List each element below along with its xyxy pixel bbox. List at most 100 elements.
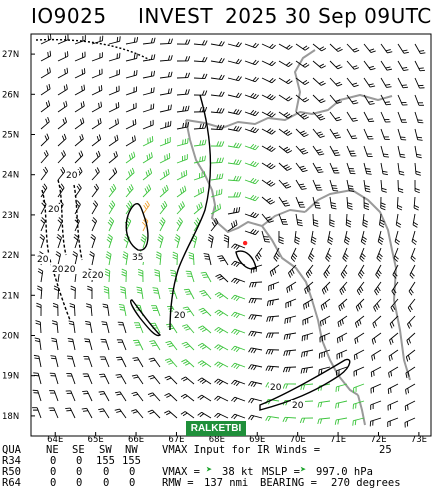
wind-barb: [408, 281, 416, 296]
wind-barb: [57, 84, 68, 96]
storm-type: INVEST: [138, 4, 214, 28]
wind-barb: [72, 251, 78, 266]
mslp-label: MSLP =: [262, 466, 300, 478]
wind-barb: [339, 281, 348, 295]
contour-label: 35: [132, 253, 143, 263]
wind-barb: [193, 40, 208, 46]
wind-barb: [336, 366, 348, 376]
wind-barb: [404, 400, 416, 412]
ne-header: NE: [46, 444, 59, 456]
wind-barb: [125, 151, 136, 164]
wind-barb: [183, 288, 195, 300]
wind-barb: [136, 286, 144, 300]
wind-barb: [346, 196, 353, 210]
wind-barb: [210, 217, 219, 232]
wind-barb: [380, 94, 392, 106]
r64-se: 0: [76, 477, 83, 489]
wind-barb: [154, 269, 161, 283]
wind-barb: [302, 315, 314, 326]
wind-barb: [278, 43, 293, 50]
wind-barb: [278, 94, 293, 102]
wind-barb: [108, 118, 119, 130]
wind-barb: [373, 298, 382, 312]
wind-barb: [278, 162, 292, 171]
wind-barb: [388, 366, 399, 378]
wind-barb: [329, 77, 343, 87]
wind-barb: [278, 128, 293, 136]
contour-label: 20: [82, 271, 94, 281]
wind-barb: [125, 135, 136, 147]
wind-barb: [108, 85, 120, 96]
wind-barb: [278, 230, 284, 245]
wind-barb: [116, 356, 127, 368]
wind-barb: [85, 320, 93, 334]
wind-barb: [49, 390, 59, 402]
wind-barb: [74, 68, 86, 79]
wind-barb: [346, 162, 356, 175]
wind-barb: [329, 179, 339, 192]
wind-barb: [210, 91, 225, 97]
wind-barb: [108, 69, 120, 79]
wind-barb: [312, 162, 324, 174]
wind-barb: [248, 330, 263, 337]
wind-barb: [380, 196, 386, 211]
wind-barb: [35, 320, 42, 334]
wind-barb: [49, 372, 59, 385]
lat-tick-label: 22N: [2, 251, 19, 261]
r50-sw: 0: [103, 466, 110, 478]
wind-barb: [164, 358, 178, 368]
r64-ne: 0: [50, 477, 57, 489]
wind-barb: [197, 342, 212, 351]
wind-barb: [231, 260, 246, 268]
wind-barb: [108, 102, 120, 113]
wind-barb: [214, 326, 229, 334]
wind-barb: [159, 153, 171, 164]
wind-barb: [101, 321, 110, 334]
wind-barb: [207, 234, 214, 249]
wind-barb: [370, 400, 382, 410]
wind-barb: [410, 247, 416, 262]
wind-barb: [312, 179, 323, 191]
wind-barb: [310, 230, 317, 245]
wind-barb: [70, 285, 76, 300]
wind-barb: [104, 268, 111, 283]
wind-barb: [353, 349, 365, 361]
lat-tick-label: 19N: [2, 372, 19, 382]
wind-barb: [370, 366, 382, 378]
wind-barb: [151, 305, 161, 317]
wind-barb: [131, 374, 144, 385]
wind-barb: [91, 167, 100, 181]
wind-barb: [372, 315, 382, 329]
r50-nw: 0: [129, 466, 136, 478]
wind-barb: [346, 94, 359, 105]
wind-barb: [40, 166, 49, 181]
wind-barb: [142, 54, 156, 62]
wind-barb: [210, 74, 225, 81]
wind-barb: [99, 373, 110, 385]
wind-barb: [363, 94, 375, 105]
wind-barb: [248, 347, 263, 354]
wind-barb: [336, 349, 348, 360]
wind-barb: [295, 60, 310, 68]
wind-barb: [55, 251, 61, 266]
wind-barb: [176, 217, 183, 232]
wind-barb: [210, 57, 225, 64]
wind-barb: [82, 373, 93, 385]
lat-tick-label: 24N: [2, 171, 19, 181]
wind-barb: [193, 155, 206, 164]
wind-barb: [288, 264, 297, 278]
wind-barb: [214, 395, 229, 402]
wind-barb: [102, 303, 110, 317]
wind-barb: [380, 128, 390, 140]
wind-barb: [210, 188, 223, 198]
wind-barb: [159, 88, 173, 96]
wind-barb: [214, 309, 229, 317]
lon-tick-label: 70E: [290, 435, 306, 444]
lon-tick-label: 72E: [370, 435, 386, 444]
wind-barb: [407, 298, 416, 313]
wind-barb: [278, 60, 293, 67]
wind-barb: [40, 133, 50, 147]
wind-barb: [57, 133, 67, 147]
wind-barb: [197, 411, 212, 419]
wind-barb: [329, 196, 337, 210]
